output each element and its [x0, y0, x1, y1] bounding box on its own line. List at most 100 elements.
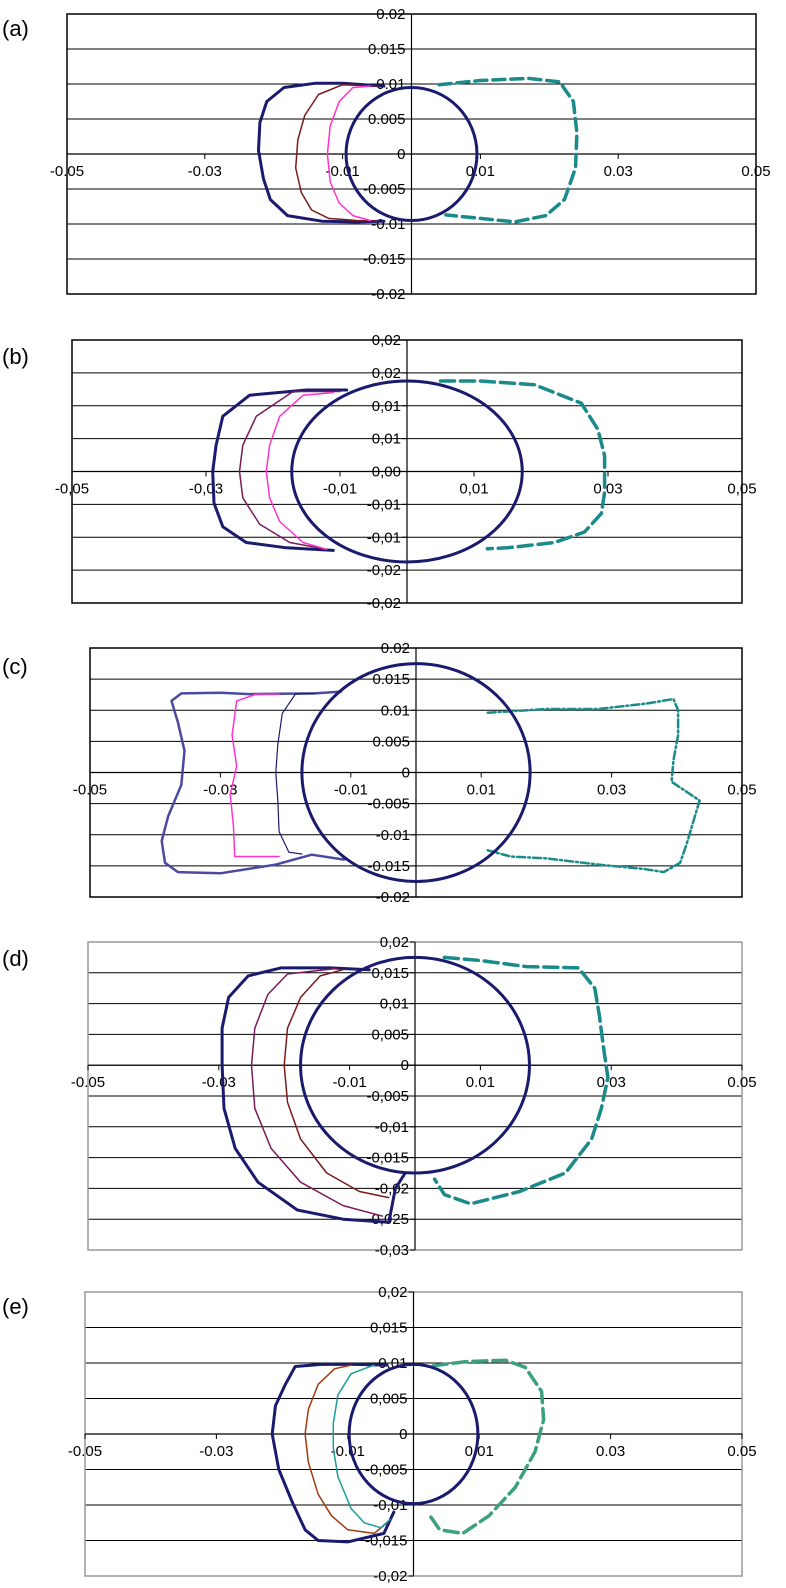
y-tick-label: -0,015 [366, 1150, 409, 1167]
x-tick-label: 0.03 [597, 782, 626, 799]
x-tick-label: 0.01 [465, 1443, 494, 1460]
y-tick-label: 0,01 [372, 431, 401, 448]
y-tick-label: -0.015 [367, 858, 410, 875]
x-tick-label: -0,03 [189, 481, 223, 498]
contour-series-4 [428, 1358, 546, 1536]
y-tick-label: 0.005 [372, 733, 410, 750]
y-tick-label: 0,015 [371, 965, 409, 982]
contour-series-3 [265, 391, 335, 551]
x-tick-label: -0.01 [334, 782, 368, 799]
y-tick-label: -0,01 [367, 496, 401, 513]
x-tick-label: 0.05 [727, 782, 756, 799]
y-tick-label: 0.015 [372, 671, 410, 688]
x-tick-label: 0.03 [597, 1074, 626, 1091]
x-tick-label: -0.05 [50, 163, 84, 180]
x-tick-label: -0.03 [202, 1074, 236, 1091]
x-tick-label: -0.01 [325, 163, 359, 180]
y-tick-label: -0,01 [375, 1119, 409, 1136]
panel-b: (b) -0,05 -0,03 -0,01 0,01 0,03 0,05 0,02 0,02 0,… [2, 332, 757, 612]
panel-c: (c) -0.05 -0.03 -0.01 0.01 0.03 0.05 0.02 0.015 0… [2, 640, 757, 906]
contour-series-2 [294, 83, 378, 222]
circle-contour [299, 955, 531, 1175]
x-tick-label: 0,05 [727, 481, 756, 498]
y-tick-label: -0.005 [363, 181, 406, 198]
y-tick-label: 0 [399, 1426, 407, 1443]
y-tick-label: 0.015 [368, 41, 406, 58]
y-tick-label: 0,01 [372, 398, 401, 415]
y-tick-label: 0.005 [368, 111, 406, 128]
panel-label: (b) [2, 344, 29, 369]
y-tick-label: 0,005 [370, 1391, 408, 1408]
contour-series-2 [250, 967, 384, 1217]
y-tick-label: 0,02 [372, 332, 401, 349]
x-tick-label: -0.05 [73, 782, 107, 799]
contour-series-3 [326, 85, 371, 222]
y-tick-label: 0,02 [372, 365, 401, 382]
contour-series-1 [220, 966, 407, 1224]
y-tick-label: 0.01 [381, 702, 410, 719]
y-tick-label: -0,005 [365, 1462, 408, 1479]
panel-label: (c) [2, 654, 28, 679]
contour-series-3 [275, 692, 316, 855]
y-tick-label: -0,02 [373, 1568, 407, 1585]
y-tick-label: -0,02 [367, 595, 401, 612]
y-tick-label: 0 [397, 146, 405, 163]
panel-label: (e) [2, 1294, 29, 1319]
x-tick-label: 0.01 [467, 782, 496, 799]
circle-contour [344, 86, 479, 222]
contour-series-4 [437, 76, 579, 224]
x-tick-label: -0,01 [323, 481, 357, 498]
y-tick-label: 0.02 [381, 640, 410, 657]
y-tick-label: 0 [401, 1057, 409, 1074]
panel-label: (a) [2, 16, 29, 41]
contour-series-4 [438, 379, 607, 551]
y-tick-label: 0.02 [376, 6, 405, 23]
y-tick-label: -0.005 [367, 796, 410, 813]
contour-series-2 [238, 390, 341, 551]
circle-contour [290, 379, 524, 564]
circle-contour [347, 1362, 480, 1506]
y-tick-label: 0 [402, 765, 410, 782]
x-tick-label: 0.01 [466, 1074, 495, 1091]
contour-series-3 [283, 968, 390, 1199]
x-tick-label: -0.01 [332, 1074, 366, 1091]
y-tick-label: 0,01 [380, 996, 409, 1013]
y-tick-label: -0.02 [371, 286, 405, 303]
y-tick-label: 0,02 [380, 934, 409, 951]
x-tick-label: -0.03 [203, 782, 237, 799]
contour-series-3 [332, 1364, 392, 1529]
y-tick-label: -0.01 [376, 827, 410, 844]
x-tick-label: -0,05 [55, 481, 89, 498]
x-tick-label: 0.05 [727, 1074, 756, 1091]
y-tick-label: -0,005 [366, 1088, 409, 1105]
contour-series-1 [211, 388, 349, 552]
contour-series-2 [229, 693, 280, 858]
panel-d: (d) -0.05 -0.03 -0.01 0.01 0.03 0.05 0,02 0,015 0… [2, 934, 757, 1259]
y-tick-label: -0.015 [363, 251, 406, 268]
x-tick-label: -0.03 [188, 163, 222, 180]
panel-a: (a) -0.05 -0.03 -0.01 0.01 0.03 0.05 0.02 0.015 0… [2, 6, 771, 303]
x-tick-label: 0.03 [604, 163, 633, 180]
circle-contour [300, 662, 532, 883]
x-tick-label: 0,03 [593, 481, 622, 498]
contour-series-4 [486, 697, 701, 874]
x-tick-label: -0.01 [331, 1443, 365, 1460]
contour-series-2 [304, 1364, 388, 1535]
contour-series-1 [270, 1362, 396, 1544]
y-tick-label: 0,01 [378, 1355, 407, 1372]
y-tick-label: -0,02 [375, 1180, 409, 1197]
y-tick-label: 0,00 [372, 464, 401, 481]
x-tick-label: 0.03 [596, 1443, 625, 1460]
x-tick-label: 0.05 [741, 163, 770, 180]
y-tick-label: 0,015 [370, 1320, 408, 1337]
y-tick-label: -0,01 [367, 529, 401, 546]
y-tick-label: -0.02 [376, 889, 410, 906]
contour-series-1 [160, 690, 346, 875]
panel-label: (d) [2, 946, 29, 971]
y-tick-label: 0,005 [371, 1026, 409, 1043]
x-tick-label: -0.03 [199, 1443, 233, 1460]
y-tick-label: 0,02 [378, 1284, 407, 1301]
y-tick-label: -0,03 [375, 1242, 409, 1259]
panel-e: (e) -0.05 -0.03 -0.01 0.01 0.03 0.05 0,02 0,015 0… [2, 1284, 757, 1585]
